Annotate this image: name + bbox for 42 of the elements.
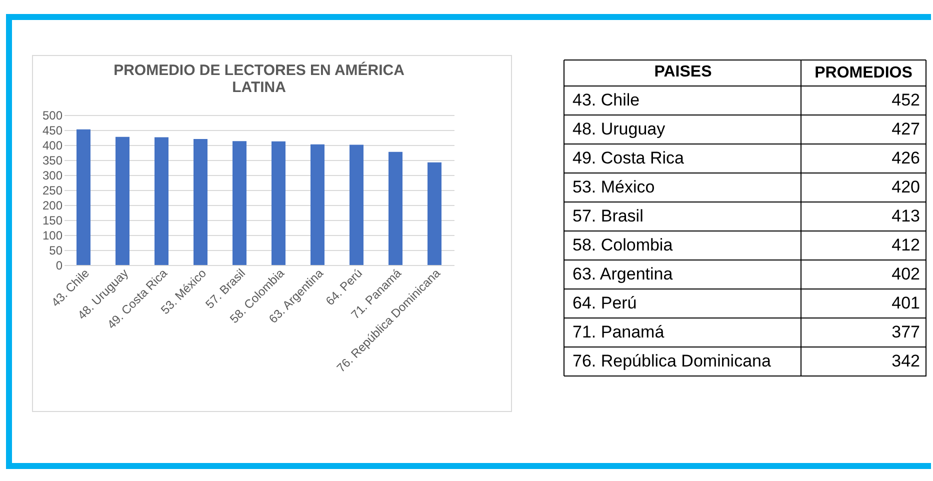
y-tick-label: 58. Colombia <box>572 236 674 254</box>
y-tick-label: 150 <box>42 214 63 228</box>
bar <box>428 162 442 265</box>
y-tick-label: 76. República Dominicana <box>572 352 772 370</box>
y-tick-label: 49. Costa Rica <box>572 148 685 168</box>
bar <box>388 152 402 265</box>
data-label: 402 <box>892 264 920 284</box>
bar <box>76 129 90 265</box>
data-label: 427 <box>892 120 920 138</box>
y-tick-label: 400 <box>42 138 63 152</box>
y-tick-label: 250 <box>42 184 63 198</box>
y-tick-label: 0 <box>56 258 63 272</box>
bar <box>350 144 364 265</box>
bar <box>116 136 130 265</box>
bar <box>232 141 246 265</box>
y-tick-label: 300 <box>42 168 63 182</box>
y-tick-label: 100 <box>42 228 63 242</box>
data-label: 420 <box>892 178 920 196</box>
y-tick-label: 50 <box>49 244 63 258</box>
y-tick-label: 71. Panamá <box>572 322 665 342</box>
x-tick-label: PROMEDIOS <box>814 64 913 82</box>
bar <box>154 137 168 265</box>
bar <box>194 139 208 265</box>
y-tick-label: 57. Brasil <box>572 206 644 226</box>
y-tick-label: 500 <box>42 108 63 122</box>
chart-title: PROMEDIO DE LECTORES EN AMÉRICA LATINA <box>114 61 405 96</box>
y-tick-label: 350 <box>42 154 63 168</box>
data-label: 426 <box>892 148 920 168</box>
data-label: 377 <box>892 322 920 342</box>
data-label: 342 <box>892 352 920 370</box>
y-axis-title: PAISES <box>654 64 712 80</box>
data-label: 401 <box>892 294 920 312</box>
y-tick-label: 48. Uruguay <box>572 120 666 138</box>
data-label: 452 <box>892 90 920 110</box>
bar <box>310 144 324 265</box>
y-tick-label: 53. México <box>572 178 655 196</box>
data-label: 413 <box>892 206 920 226</box>
data-label: 412 <box>892 236 920 254</box>
y-tick-label: 200 <box>42 198 63 212</box>
bar <box>272 141 286 265</box>
y-tick-label: 450 <box>42 124 63 138</box>
y-tick-label: 43. Chile <box>572 90 640 110</box>
